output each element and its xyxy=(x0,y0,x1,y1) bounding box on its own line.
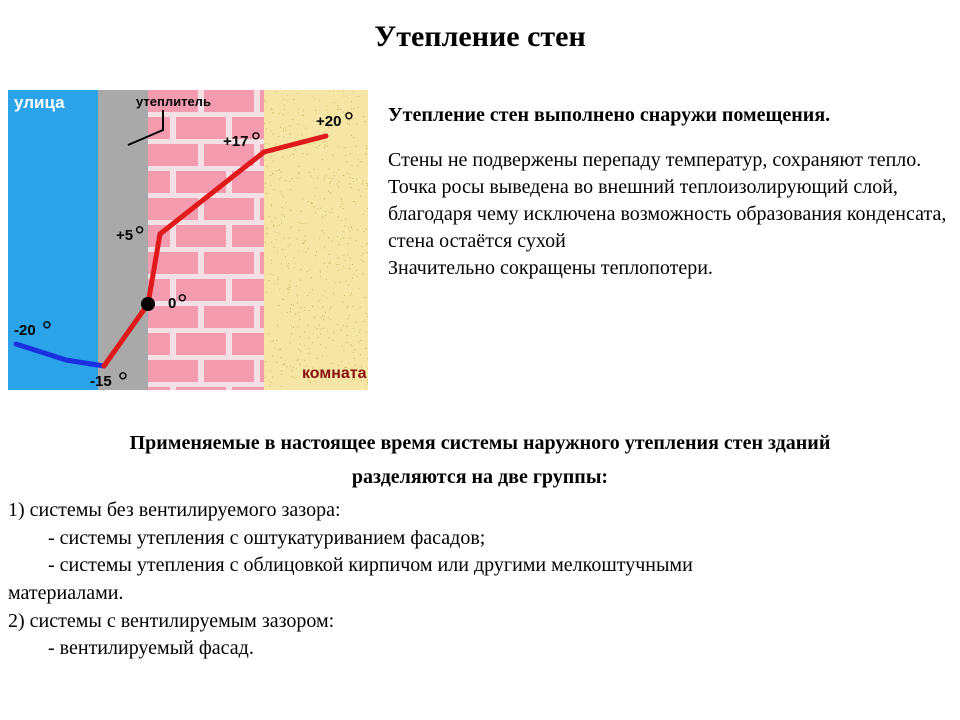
group1-item-b-cont: материалами. xyxy=(8,580,952,608)
side-p1: Стены не подвержены перепаду температур,… xyxy=(388,147,960,174)
svg-text:+20: +20 xyxy=(316,113,341,130)
group1-item-b: - системы утепления с облицовкой кирпичо… xyxy=(8,552,952,580)
side-lead: Утепление стен выполнено снаружи помещен… xyxy=(388,102,960,129)
group1-item-a: - системы утепления с оштукатуриванием ф… xyxy=(8,525,952,553)
page-root: Утепление стен улица утеплитель комната -20… xyxy=(0,0,960,720)
side-p3: Значительно сокращены теплопотери. xyxy=(388,255,960,282)
group1-head: 1) системы без вентилируемого зазора: xyxy=(8,497,952,525)
lower-subhead-1: Применяемые в настоящее время системы на… xyxy=(8,430,952,458)
svg-text:комната: комната xyxy=(302,365,367,382)
page-title: Утепление стен xyxy=(0,20,960,54)
lower-block: Применяемые в настоящее время системы на… xyxy=(8,430,952,663)
svg-text:+5: +5 xyxy=(116,227,133,244)
wall-insulation-diagram: улица утеплитель комната -20 -15 0 +5 +17 +20 xyxy=(8,90,368,390)
svg-text:улица: улица xyxy=(14,93,65,112)
group2-item-a: - вентилируемый фасад. xyxy=(8,635,952,663)
svg-text:-15: -15 xyxy=(90,373,112,390)
svg-text:0: 0 xyxy=(168,295,176,312)
lower-subhead-2: разделяются на две группы: xyxy=(8,464,952,492)
group2-head: 2) системы с вентилируемым зазором: xyxy=(8,608,952,636)
svg-text:-20: -20 xyxy=(14,322,36,339)
diagram-svg: улица утеплитель комната -20 -15 0 +5 +17 +20 xyxy=(8,90,368,390)
svg-text:утеплитель: утеплитель xyxy=(136,94,211,109)
side-text: Утепление стен выполнено снаружи помещен… xyxy=(388,102,960,282)
side-p2: Точка росы выведена во внешний теплоизол… xyxy=(388,174,960,255)
svg-text:+17: +17 xyxy=(223,133,248,150)
upper-block: улицаутеплителькомната-20-150+5+17+20 Ут… xyxy=(8,90,952,400)
